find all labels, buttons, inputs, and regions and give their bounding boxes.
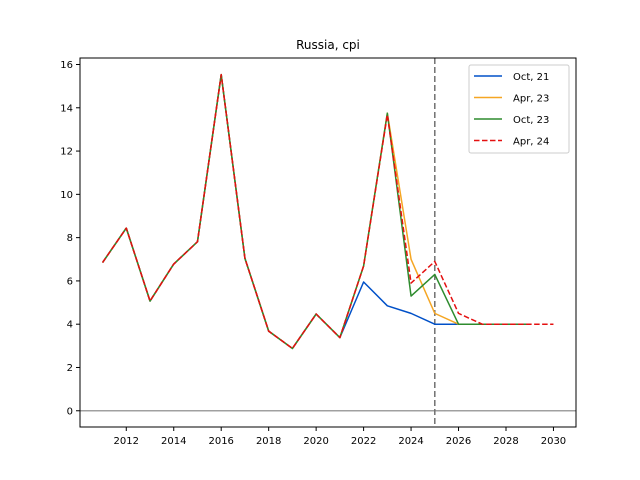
series-line-4 <box>101 73 554 350</box>
x-tick-label: 2018 <box>256 436 281 447</box>
y-tick-label: 12 <box>60 147 73 158</box>
plot-frame <box>79 57 577 428</box>
legend: Oct, 21 Apr, 23 Oct, 23 Apr, 24 <box>468 64 570 154</box>
chart-title: Russia, cpi <box>296 38 360 52</box>
x-tick-label: 2014 <box>161 436 186 447</box>
legend-label: Apr, 24 <box>513 137 549 148</box>
y-tick-label: 0 <box>67 406 73 417</box>
legend-box <box>468 64 570 154</box>
y-tick-label: 6 <box>67 276 73 287</box>
legend-label: Oct, 21 <box>513 72 549 83</box>
x-tick-label: 2012 <box>114 436 139 447</box>
legend-label: Apr, 23 <box>513 94 549 105</box>
y-tick-label: 10 <box>60 190 73 201</box>
x-tick-label: 2026 <box>446 436 471 447</box>
y-tick-label: 4 <box>67 320 73 331</box>
x-tick-label: 2028 <box>493 436 518 447</box>
y-tick-label: 2 <box>67 363 73 374</box>
legend-label: Oct, 23 <box>513 115 549 126</box>
y-tick-label: 16 <box>60 60 73 71</box>
x-tick-label: 2020 <box>303 436 328 447</box>
y-tick-label: 14 <box>60 103 73 114</box>
y-tick-label: 8 <box>67 233 73 244</box>
x-tick-label: 2024 <box>398 436 423 447</box>
x-tick-label: 2016 <box>208 436 233 447</box>
x-tick-label: 2022 <box>351 436 376 447</box>
x-tick-label: 2030 <box>541 436 566 447</box>
